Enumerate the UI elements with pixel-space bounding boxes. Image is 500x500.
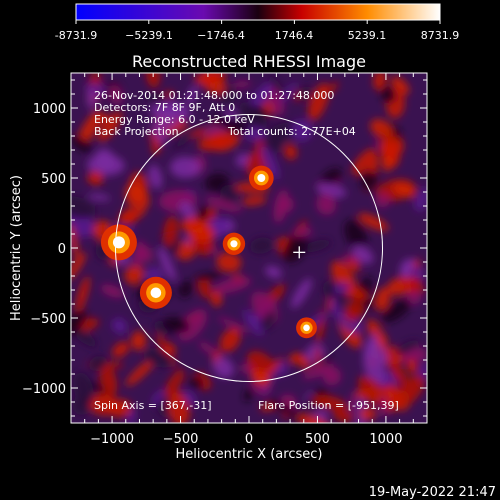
annotation-time-range: 26-Nov-2014 01:21:48.000 to 01:27:48.000 [94,89,334,102]
x-tick-label: 500 [305,432,330,447]
x-tick-label: 1000 [369,432,402,447]
y-axis-label: Heliocentric Y (arcsec) [9,175,24,321]
spin-axis-marker [293,246,306,259]
colorbar-tick-label: −5239.1 [125,29,173,42]
annotation-method: Back Projection [94,125,179,138]
source-peak [303,324,310,332]
annotation-detectors: Detectors: 7F 8F 9F, Att 0 [94,101,235,114]
x-tick-label: 0 [245,432,253,447]
solar-disk-circle [115,114,383,382]
y-tick-label: 0 [58,242,66,257]
colorbar-tick-label: -8731.9 [55,29,97,42]
axis-ticks [71,73,427,423]
annotation-energy-range: Energy Range: 6.0 - 12.0 keV [94,113,255,126]
x-tick-label: −500 [163,432,199,447]
colorbar-tick-label: 1746.4 [275,29,314,42]
footer-timestamp: 19-May-2022 21:47 [369,485,496,500]
annotation-spin-axis: Spin Axis = [367,-31] [94,399,212,412]
y-tick-label: −1000 [22,382,66,397]
colorbar-ticks [75,20,441,24]
chart-title: Reconstructed RHESSI Image [132,52,366,71]
x-tick-label: −1000 [90,432,134,447]
colorbar-tick-label: 8731.9 [421,29,460,42]
x-axis-label: Heliocentric X (arcsec) [176,447,323,462]
y-tick-label: −500 [30,312,66,327]
source-peak [257,174,266,182]
y-tick-label: 500 [41,172,66,187]
source-peak [112,236,125,249]
colorbar-tick-label: −1746.4 [197,29,245,42]
y-tick-label: 1000 [33,102,66,117]
annotation-total-counts: Total counts: 2.77E+04 [227,125,356,138]
colorbar-tick-label: 5239.1 [348,29,387,42]
source-peak [230,240,238,248]
annotation-flare-position: Flare Position = [-951,39] [258,399,399,412]
colorbar [75,3,441,21]
heatmap-image [71,73,427,423]
source-peak [150,287,162,299]
